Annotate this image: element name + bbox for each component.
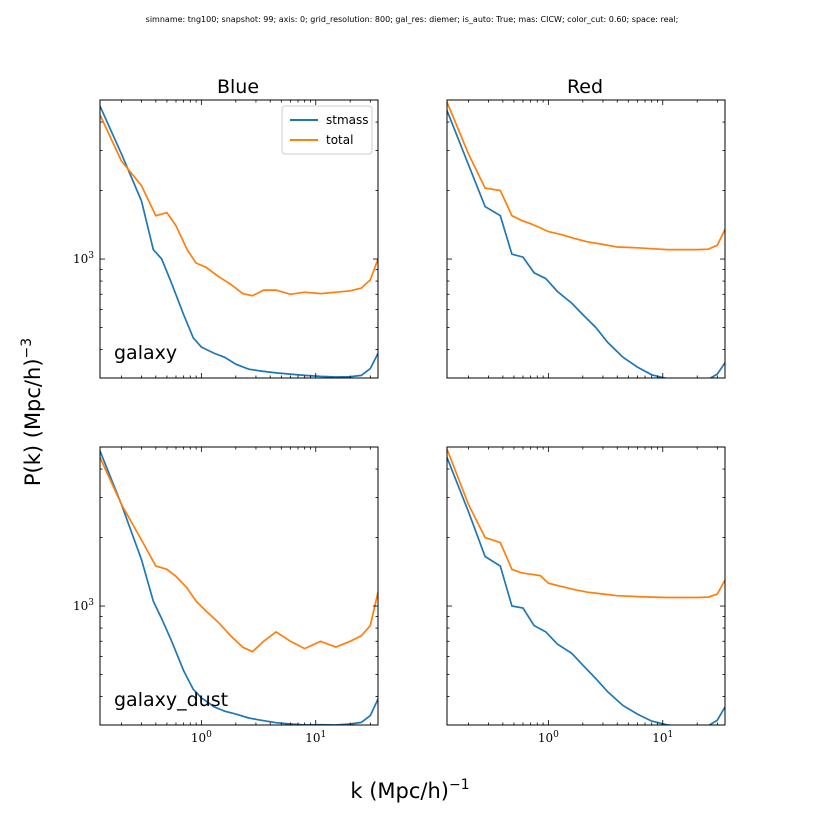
series-line-stmass: [447, 457, 725, 725]
plot-frame: [99, 446, 379, 726]
y-tick-label: 103: [73, 598, 94, 613]
y-tick-label: 103: [73, 251, 94, 266]
plot-frame: [446, 446, 726, 726]
row-label: galaxy_dust: [114, 689, 228, 711]
x-axis-label-text: k (Mpc/h): [350, 779, 449, 803]
panel-blue-galaxy: 103 galaxy: [73, 99, 379, 379]
series-line-stmass: [100, 450, 378, 725]
y-axis-label-text: P(k) (Mpc/h): [21, 358, 45, 486]
panel-red-galaxy: [446, 99, 726, 379]
y-axis-label-exponent: −3: [19, 338, 35, 359]
column-title-red: Red: [567, 76, 603, 98]
panel-red-galaxy-dust: 100 101: [446, 446, 726, 745]
y-axis-label: P(k) (Mpc/h)−3: [19, 338, 45, 486]
series-line-total: [100, 114, 378, 297]
legend-label-stmass: stmass: [326, 113, 369, 127]
legend-label-total: total: [326, 133, 353, 147]
panel-blue-galaxy-dust: 100 101 103 galaxy_dust: [73, 446, 379, 745]
x-axis-label-exponent: −1: [449, 777, 470, 793]
x-tick-label: 101: [652, 730, 673, 745]
series-line-total: [447, 101, 725, 251]
x-tick-label: 100: [538, 730, 559, 745]
legend: stmass total: [281, 105, 373, 155]
plot-frame: [446, 99, 726, 379]
series-line-stmass: [100, 105, 378, 378]
x-tick-label: 100: [191, 730, 212, 745]
figure-title: simname: tng100; snapshot: 99; axis: 0; …: [146, 15, 679, 24]
column-title-blue: Blue: [217, 76, 259, 98]
x-axis-label: k (Mpc/h)−1: [350, 777, 469, 803]
series-line-total: [447, 448, 725, 599]
series-line-total: [100, 457, 378, 653]
plot-frame: [99, 99, 379, 379]
x-tick-label: 101: [305, 730, 326, 745]
series-line-stmass: [447, 110, 725, 378]
row-label: galaxy: [114, 342, 177, 364]
legend-frame: [281, 105, 373, 155]
